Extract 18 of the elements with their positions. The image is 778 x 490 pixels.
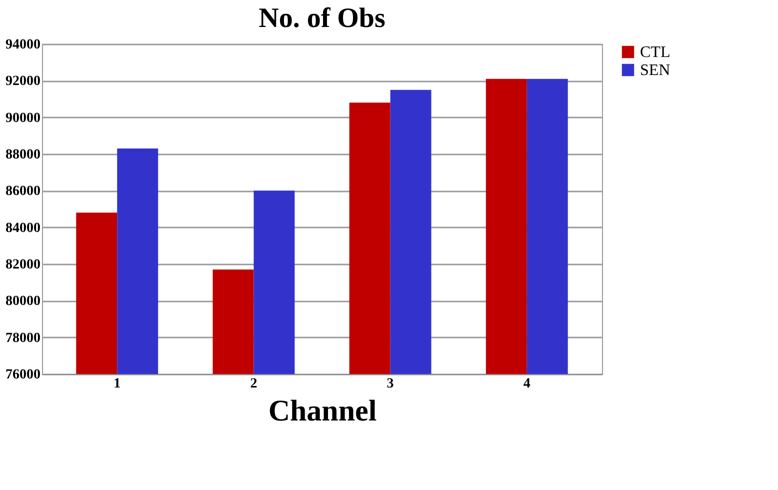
legend-label: SEN: [640, 62, 671, 79]
x-tick-label: 3: [386, 376, 394, 392]
x-tick-label: 2: [250, 376, 258, 392]
y-tick-label: 92000: [6, 74, 40, 90]
y-tick-label: 86000: [6, 184, 40, 200]
y-tick-label: 90000: [6, 110, 40, 126]
x-tick-label: 1: [114, 376, 121, 392]
y-tick-label: 80000: [6, 294, 40, 310]
y-tick-label: 84000: [6, 220, 40, 236]
y-tick-label: 76000: [6, 368, 40, 382]
y-tick-label: 78000: [6, 330, 40, 346]
y-tick-label: 88000: [6, 148, 40, 162]
legend-label: CTL: [640, 44, 670, 61]
chart-title: No. of Obs: [258, 3, 386, 34]
x-tick-label: 4: [523, 376, 530, 392]
y-tick-label: 94000: [6, 38, 40, 52]
y-tick-label: 82000: [6, 258, 40, 272]
x-axis-title: Channel: [268, 394, 377, 428]
